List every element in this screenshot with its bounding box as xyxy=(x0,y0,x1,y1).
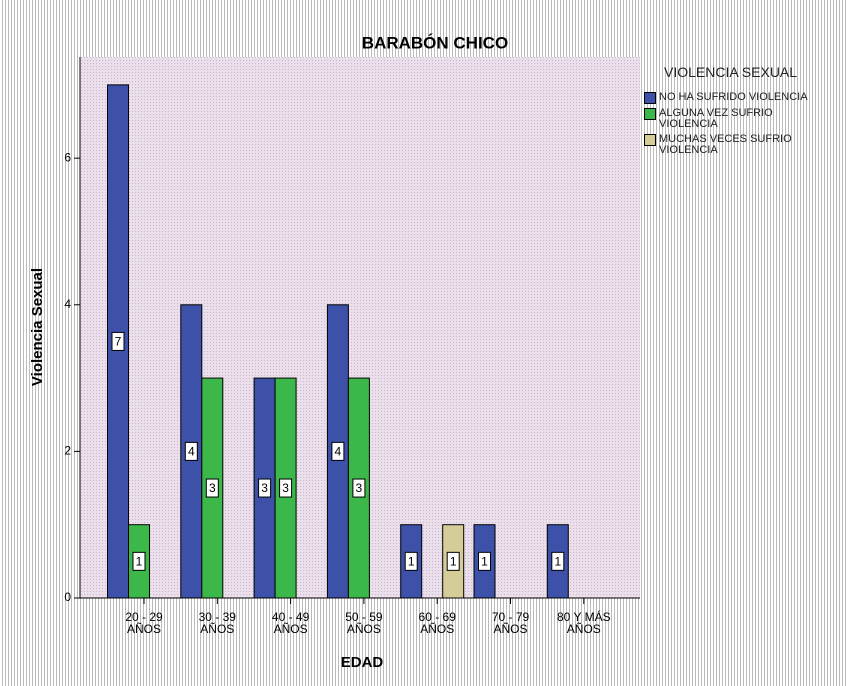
value-label: 1 xyxy=(481,555,488,569)
x-tick-label: 20 - 29 xyxy=(125,610,163,624)
value-label: 3 xyxy=(261,481,268,495)
value-label: 3 xyxy=(209,481,216,495)
x-tick-label: 80 Y MÁS xyxy=(557,609,611,624)
y-tick-label: 0 xyxy=(64,590,71,604)
legend-label: NO HA SUFRIDO VIOLENCIA xyxy=(659,91,808,103)
y-axis-label: Violencia Sexual xyxy=(29,268,46,386)
value-label: 1 xyxy=(554,555,561,569)
legend-swatch xyxy=(644,108,656,120)
x-tick-label: 60 - 69 xyxy=(419,610,457,624)
x-tick-label: 50 - 59 xyxy=(345,610,383,624)
x-tick-label: 30 - 39 xyxy=(199,610,237,624)
legend-label: MUCHAS VECES SUFRIO VIOLENCIA xyxy=(659,133,792,156)
x-tick-label: AÑOS xyxy=(200,622,234,636)
x-tick-label: 70 - 79 xyxy=(492,610,530,624)
legend-label: ALGUNA VEZ SUFRIO VIOLENCIA xyxy=(659,107,773,130)
value-label-box xyxy=(352,478,366,498)
value-label: 4 xyxy=(188,445,195,459)
value-label-box xyxy=(446,551,460,571)
x-tick-label: 40 - 49 xyxy=(272,610,310,624)
x-tick-label: AÑOS xyxy=(127,622,161,636)
value-label: 1 xyxy=(408,555,415,569)
value-label: 3 xyxy=(282,481,289,495)
x-axis-label: EDAD xyxy=(341,654,384,671)
value-label-box xyxy=(404,551,418,571)
value-label-box xyxy=(205,478,219,498)
legend: VIOLENCIA SEXUAL NO HA SUFRIDO VIOLENCIA… xyxy=(642,64,842,160)
value-label: 7 xyxy=(115,335,122,349)
y-tick-label: 4 xyxy=(64,297,71,311)
x-tick-label: AÑOS xyxy=(420,622,454,636)
legend-title: VIOLENCIA SEXUAL xyxy=(664,64,798,80)
value-label-box xyxy=(111,331,125,351)
legend-swatch xyxy=(644,92,656,104)
y-tick-label: 2 xyxy=(64,444,71,458)
chart-title: BARABÓN CHICO xyxy=(362,33,508,52)
value-label-box xyxy=(258,478,272,498)
value-label: 1 xyxy=(136,555,143,569)
value-label: 1 xyxy=(450,555,457,569)
x-tick-label: AÑOS xyxy=(347,622,381,636)
value-label-box xyxy=(184,441,198,461)
value-label-box xyxy=(132,551,146,571)
x-tick-label: AÑOS xyxy=(274,622,308,636)
x-tick-label: AÑOS xyxy=(493,622,527,636)
legend-item: MUCHAS VECES SUFRIO VIOLENCIA xyxy=(642,134,842,156)
y-tick-label: 6 xyxy=(64,150,71,164)
value-label-box xyxy=(331,441,345,461)
value-label-box xyxy=(478,551,491,571)
value-label-box xyxy=(551,551,565,571)
legend-item: NO HA SUFRIDO VIOLENCIA xyxy=(642,92,842,104)
legend-swatch xyxy=(644,134,656,146)
value-label-box xyxy=(279,478,293,498)
value-label: 4 xyxy=(335,445,342,459)
x-tick-label: AÑOS xyxy=(567,622,601,636)
legend-item: ALGUNA VEZ SUFRIO VIOLENCIA xyxy=(642,108,842,130)
value-label: 3 xyxy=(356,481,363,495)
